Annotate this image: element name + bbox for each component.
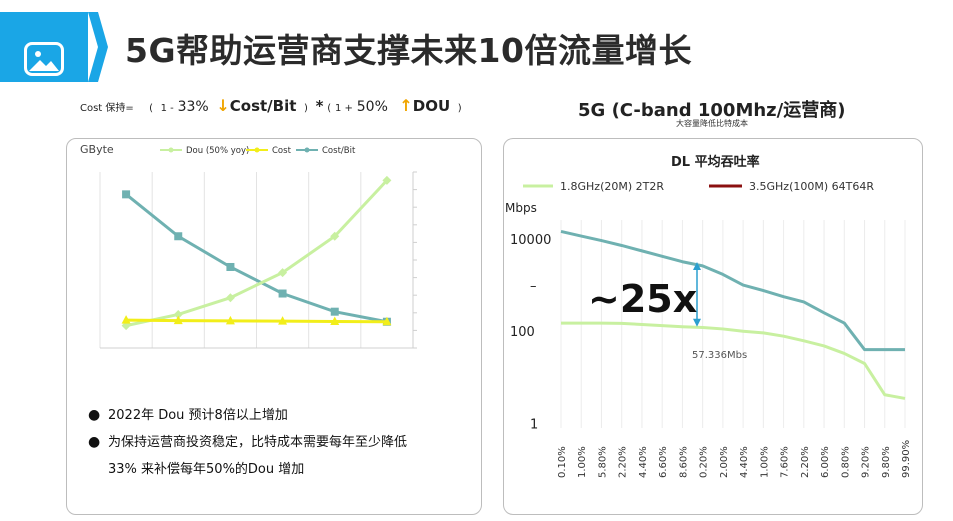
bullet-text: 33% 来补偿每年50%的Dou 增加: [108, 462, 305, 477]
formula-one: 1 +: [335, 103, 353, 114]
image-icon: [24, 42, 64, 76]
right-panel: [503, 138, 923, 515]
formula-pct: 50%: [356, 99, 388, 115]
list-item: ● 2022年 Dou 预计8倍以上增加: [88, 402, 407, 429]
header-accent-bar: [0, 12, 88, 82]
page-title: 5G帮助运营商支撑未来10倍流量增长: [125, 31, 692, 70]
formula-one: 1 -: [160, 103, 174, 114]
header: 5G帮助运营商支撑未来10倍流量增长: [0, 0, 953, 88]
chevron-right-icon: [88, 12, 108, 82]
arrow-down-icon: ↓: [216, 96, 230, 115]
right-subtitle: 大容量降低比特成本: [676, 119, 748, 128]
formula-pct: 33%: [177, 99, 209, 115]
bullet-icon: ●: [88, 407, 101, 423]
list-item: 33% 来补偿每年50%的Dou 增加: [88, 456, 407, 483]
right-title: 5G (C-band 100Mhz/运营商): [578, 100, 846, 121]
formula-label: Cost/Bit: [229, 97, 297, 115]
bullet-text: 为保持运营商投资稳定，比特成本需要每年至少降低: [108, 435, 408, 450]
formula: Cost 保持= ( 1 - 33% ↓Cost/Bit ) * ( 1 + 5…: [80, 96, 462, 115]
formula-mult: *: [315, 97, 324, 115]
formula-paren: ): [457, 103, 462, 114]
arrow-up-icon: ↑: [399, 96, 413, 115]
bullet-icon: ●: [88, 434, 101, 450]
formula-prefix: Cost 保持=: [80, 103, 134, 114]
formula-paren: (: [327, 103, 332, 114]
formula-paren: ): [304, 103, 308, 114]
list-item: ● 为保持运营商投资稳定，比特成本需要每年至少降低: [88, 429, 407, 456]
formula-label: DOU: [412, 97, 451, 115]
bullet-list: ● 2022年 Dou 预计8倍以上增加 ● 为保持运营商投资稳定，比特成本需要每年…: [88, 402, 407, 483]
formula-paren: (: [149, 103, 153, 114]
bullet-text: 2022年 Dou 预计8倍以上增加: [108, 408, 288, 423]
